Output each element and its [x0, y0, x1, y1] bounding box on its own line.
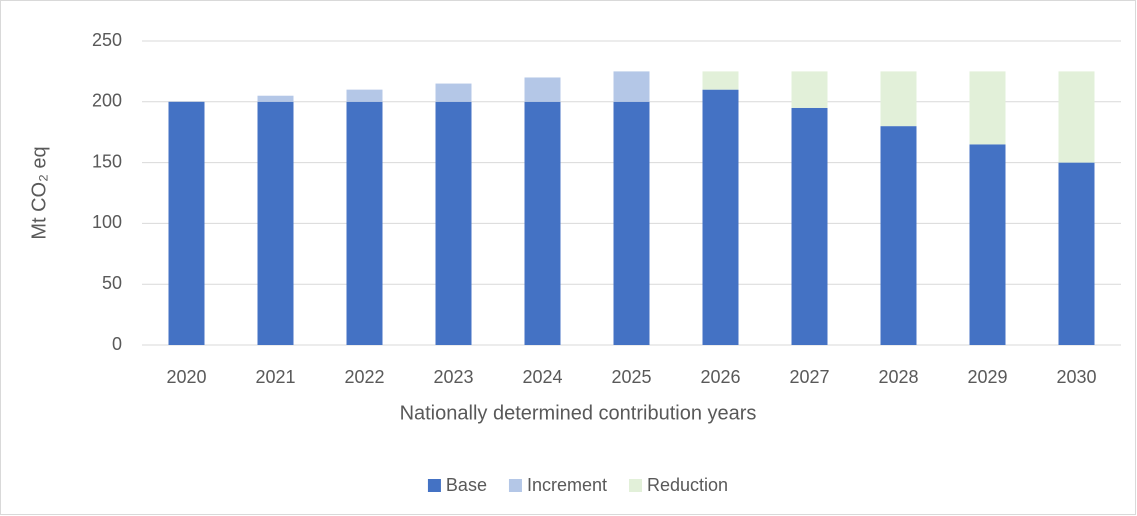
legend-swatch	[508, 479, 522, 492]
bar-segment	[969, 71, 1006, 145]
x-tick-label: 2026	[700, 367, 740, 387]
y-tick-label: 250	[92, 30, 122, 50]
bar-segment	[524, 77, 561, 102]
y-tick-label: 200	[92, 91, 122, 111]
bar-segment	[346, 101, 383, 345]
x-tick-label: 2021	[255, 367, 295, 387]
bar-segment	[702, 71, 739, 90]
bar-segment	[702, 89, 739, 345]
y-tick-label: 100	[92, 212, 122, 232]
x-tick-label: 2027	[789, 367, 829, 387]
x-tick-label: 2030	[1056, 367, 1096, 387]
legend-label: Reduction	[647, 475, 728, 495]
legend-swatch	[629, 479, 643, 492]
bar-segment	[880, 126, 917, 346]
y-tick-label: 150	[92, 151, 122, 171]
legend-label: Base	[446, 475, 487, 495]
bar-segment	[257, 95, 294, 102]
bar-segment	[435, 83, 472, 102]
bar-segment	[346, 89, 383, 102]
y-tick-label: 50	[102, 273, 122, 293]
bar-segment	[613, 101, 650, 345]
x-tick-label: 2023	[433, 367, 473, 387]
bar-segment	[168, 101, 205, 345]
x-tick-label: 2022	[344, 367, 384, 387]
y-axis-title: Mt CO₂ eq	[28, 146, 50, 239]
bar-segment	[791, 71, 828, 108]
x-tick-label: 2024	[522, 367, 562, 387]
bar-segment	[257, 101, 294, 345]
legend-label: Increment	[527, 475, 607, 495]
bar-segment	[791, 107, 828, 345]
x-tick-label: 2025	[611, 367, 651, 387]
bar-segment	[1058, 71, 1095, 163]
x-tick-label: 2029	[967, 367, 1007, 387]
bar-segment	[435, 101, 472, 345]
x-axis-title: Nationally determined contribution years	[400, 402, 757, 424]
bar-segment	[1058, 162, 1095, 345]
x-tick-label: 2020	[166, 367, 206, 387]
x-tick-label: 2028	[878, 367, 918, 387]
y-tick-label: 0	[112, 334, 122, 354]
legend-swatch	[427, 479, 441, 492]
bar-segment	[524, 101, 561, 345]
bar-segment	[969, 144, 1006, 345]
bar-segment	[880, 71, 917, 127]
bar-segment	[613, 71, 650, 102]
